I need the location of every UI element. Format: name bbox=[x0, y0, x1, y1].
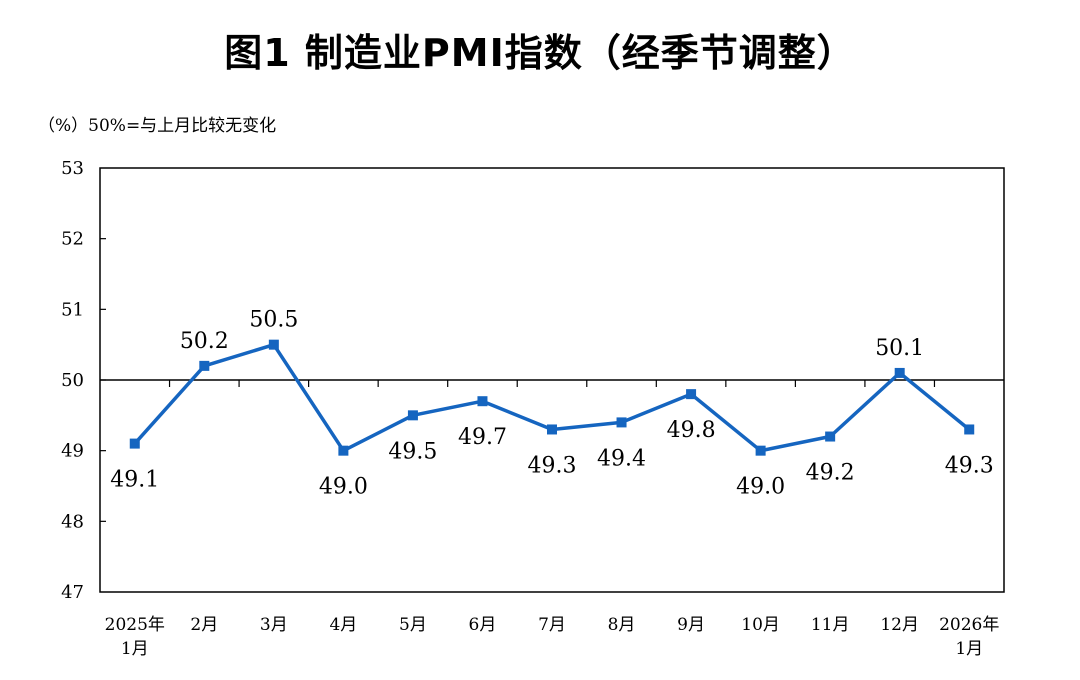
x-tick-label: 7月 bbox=[538, 615, 566, 635]
data-point-marker bbox=[964, 424, 975, 435]
data-label: 49.2 bbox=[806, 461, 855, 486]
y-tick-label: 51 bbox=[61, 299, 84, 320]
x-tick-label: 5月 bbox=[399, 615, 427, 635]
y-tick-label: 49 bbox=[61, 441, 84, 462]
data-point-marker bbox=[616, 417, 627, 428]
pmi-series-line bbox=[133, 342, 971, 453]
data-label: 49.5 bbox=[388, 439, 437, 464]
data-label: 49.7 bbox=[458, 425, 507, 450]
y-tick-label: 47 bbox=[61, 582, 84, 603]
data-label: 49.0 bbox=[319, 475, 368, 500]
x-tick-label: 12月 bbox=[880, 615, 919, 635]
x-tick-label: 4月 bbox=[329, 615, 357, 635]
x-tick-label: 8月 bbox=[608, 615, 636, 635]
data-label: 50.1 bbox=[875, 336, 924, 361]
y-tick-label: 52 bbox=[61, 229, 84, 250]
data-label: 49.4 bbox=[597, 446, 646, 471]
data-point-marker bbox=[407, 410, 418, 421]
x-axis: 2025年 1月 2月 3月 4月 5月 6月 7月 8月 9月 10月 11月 12月 2026年 1月 bbox=[105, 380, 999, 659]
chart-title: 图1 制造业PMI指数（经季节调整） bbox=[224, 31, 856, 75]
data-label: 49.0 bbox=[736, 475, 785, 500]
x-tick-label: 10月 bbox=[741, 615, 780, 635]
data-point-marker bbox=[129, 438, 140, 449]
x-tick-label: 2月 bbox=[190, 615, 218, 635]
data-point-marker bbox=[199, 360, 210, 371]
x-tick-label: 2026年 1月 bbox=[939, 615, 999, 659]
data-point-marker bbox=[894, 367, 905, 378]
y-tick-label: 53 bbox=[61, 158, 84, 179]
y-tick-label: 48 bbox=[61, 511, 84, 532]
data-label: 49.8 bbox=[667, 418, 716, 443]
data-label: 49.3 bbox=[528, 453, 577, 478]
data-point-marker bbox=[477, 396, 488, 407]
y-axis: 47 48 49 50 51 52 53 bbox=[61, 158, 106, 603]
x-tick-label: 9月 bbox=[677, 615, 705, 635]
data-point-marker bbox=[686, 389, 697, 400]
data-point-marker bbox=[755, 445, 766, 456]
unit-note: （%）50%=与上月比较无变化 bbox=[38, 116, 277, 136]
data-label: 49.3 bbox=[945, 453, 994, 478]
x-tick-label: 6月 bbox=[469, 615, 497, 635]
x-tick-label: 2025年 1月 bbox=[105, 615, 165, 659]
data-labels: 49.1 50.2 50.5 49.0 49.5 49.7 49.3 49.4 49.8 49.0… bbox=[110, 308, 993, 500]
data-label: 50.2 bbox=[180, 329, 229, 354]
x-tick-label: 3月 bbox=[260, 615, 288, 635]
data-label: 50.5 bbox=[249, 308, 298, 333]
data-point-marker bbox=[268, 339, 279, 350]
data-point-marker bbox=[825, 431, 836, 442]
y-tick-label: 50 bbox=[61, 370, 84, 391]
x-tick-label: 11月 bbox=[811, 615, 850, 635]
data-label: 49.1 bbox=[110, 468, 159, 493]
data-point-marker bbox=[547, 424, 557, 435]
data-markers bbox=[129, 339, 975, 456]
data-point-marker bbox=[338, 445, 349, 456]
